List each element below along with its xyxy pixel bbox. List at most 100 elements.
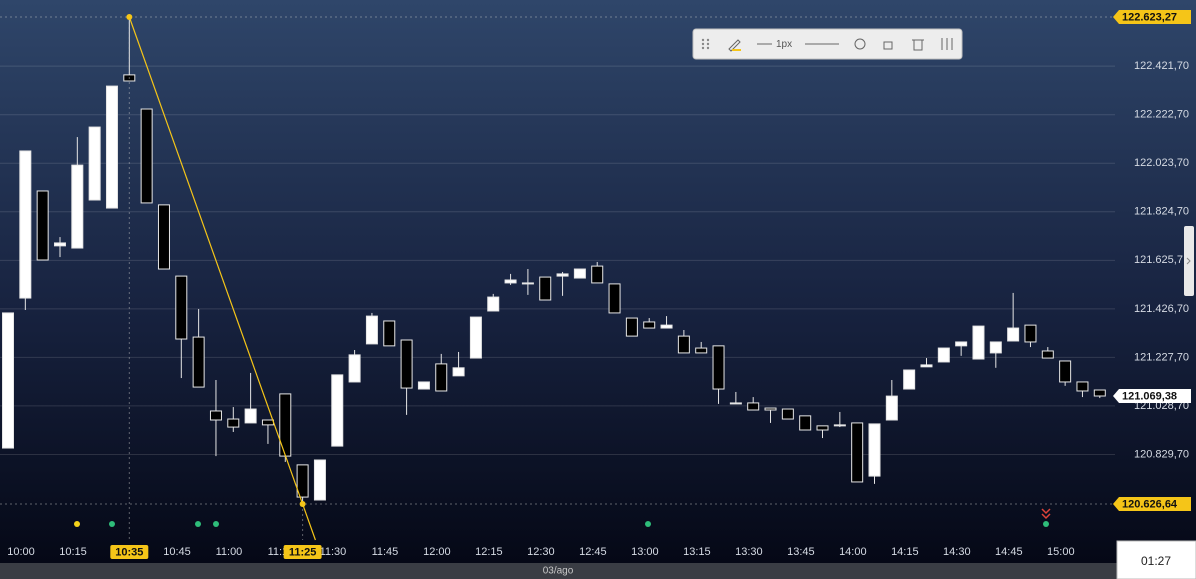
- candle-body: [937, 347, 950, 363]
- candle-body: [955, 341, 968, 347]
- candle-body: [19, 150, 32, 299]
- candle-body: [729, 402, 742, 405]
- candle-body: [331, 374, 344, 447]
- candle-body: [209, 410, 222, 421]
- price-label-box: [1113, 496, 1191, 511]
- candle-body: [192, 336, 205, 388]
- x-tick-label: 12:00: [423, 546, 451, 558]
- x-tick-label: 10:45: [163, 546, 191, 558]
- candle-body: [36, 190, 49, 261]
- settings-icon[interactable]: [941, 38, 953, 50]
- x-tick-label: 13:30: [735, 546, 763, 558]
- candle-body: [764, 407, 777, 411]
- y-tick-label: 121.426,70: [1134, 303, 1189, 315]
- candle-body: [903, 369, 916, 390]
- x-tick-label: 13:00: [631, 546, 659, 558]
- candle-body: [313, 459, 326, 501]
- candle-body: [1024, 324, 1037, 343]
- last-price-label: 121.069,38: [1122, 390, 1177, 402]
- candle-body: [643, 321, 656, 329]
- candle-body: [279, 393, 292, 457]
- plot-area: [2, 17, 1106, 504]
- candle-body: [504, 279, 517, 284]
- y-tick-label: 121.625,7: [1134, 254, 1183, 266]
- alert-chevron[interactable]: [1041, 508, 1051, 520]
- candle-body: [747, 402, 760, 411]
- candle-body: [573, 268, 586, 279]
- lock-icon[interactable]: [883, 41, 893, 50]
- candle-body: [487, 296, 500, 312]
- candle-body: [1007, 327, 1020, 342]
- candle-body: [71, 164, 84, 249]
- y-tick-label: 122.023,70: [1134, 157, 1189, 169]
- candle-body: [227, 418, 240, 428]
- candle-body: [175, 275, 188, 340]
- drag-handle[interactable]: [701, 38, 710, 50]
- countdown: 01:27: [1141, 554, 1171, 568]
- scroll-arrow[interactable]: [1186, 257, 1191, 265]
- event-markers: [74, 508, 1051, 527]
- event-dot[interactable]: [1043, 521, 1049, 527]
- candle-body: [521, 282, 534, 285]
- candle-body: [833, 424, 846, 427]
- y-tick-label: 122.222,70: [1134, 109, 1189, 121]
- x-tick-label: 12:15: [475, 546, 503, 558]
- candle-body: [157, 204, 170, 270]
- candle-body: [1076, 381, 1089, 392]
- x-tick-label: 14:15: [891, 546, 919, 558]
- event-dot[interactable]: [109, 521, 115, 527]
- candle-body: [989, 341, 1002, 354]
- candle-body: [365, 315, 378, 345]
- scroll-handle[interactable]: [1184, 226, 1194, 296]
- candle-body: [105, 85, 118, 209]
- price-label: 122.623,27: [1122, 11, 1177, 23]
- candle-body: [123, 74, 136, 82]
- trend-anchor: [299, 500, 306, 507]
- candle-body: [781, 408, 794, 420]
- delete-icon[interactable]: [912, 39, 924, 51]
- x-tick-label: 14:45: [995, 546, 1023, 558]
- candle-body: [435, 363, 448, 392]
- x-tick-label: 14:30: [943, 546, 971, 558]
- candle-body: [625, 317, 638, 337]
- candle-body: [920, 364, 933, 368]
- candle-body: [972, 325, 985, 360]
- date-label: 03/ago: [543, 566, 574, 577]
- candle-body: [591, 265, 604, 284]
- overlay: 122.623,27 10:35 120.626,64 11:25 121.069,38: [0, 10, 1191, 559]
- candle-body: [556, 273, 569, 277]
- candle-body: [140, 108, 153, 204]
- event-dot[interactable]: [74, 521, 80, 527]
- candle-body: [417, 381, 430, 390]
- pen-color[interactable]: [732, 49, 741, 51]
- event-dot[interactable]: [195, 521, 201, 527]
- line-width-label[interactable]: 1px: [776, 39, 792, 50]
- candle-body: [868, 423, 881, 477]
- trendline: [128, 16, 316, 541]
- price-label: 120.626,64: [1122, 498, 1178, 510]
- time-label: 10:35: [115, 546, 143, 558]
- candle-body: [383, 320, 396, 347]
- candle-body: [53, 242, 66, 247]
- candle-body: [1041, 350, 1054, 359]
- x-tick-label: 14:00: [839, 546, 867, 558]
- alarm-icon[interactable]: [854, 38, 866, 50]
- y-tick-label: 121.824,70: [1134, 206, 1189, 218]
- x-tick-label: 12:30: [527, 546, 555, 558]
- candle-body: [2, 312, 14, 449]
- x-tick-label: 11:45: [372, 546, 399, 558]
- time-label: 11:25: [289, 546, 317, 558]
- event-dot[interactable]: [213, 521, 219, 527]
- y-tick-label: 120.829,70: [1134, 448, 1189, 460]
- candle-body: [608, 283, 621, 314]
- x-tick-label: 11:30: [320, 546, 347, 558]
- pen-icon[interactable]: [728, 39, 741, 52]
- y-tick-label: 121.227,70: [1134, 351, 1189, 363]
- candle-body: [712, 345, 725, 390]
- event-dot[interactable]: [645, 521, 651, 527]
- candle-body: [400, 339, 413, 389]
- x-tick-label: 10:00: [7, 546, 35, 558]
- x-tick-label: 10:15: [59, 546, 87, 558]
